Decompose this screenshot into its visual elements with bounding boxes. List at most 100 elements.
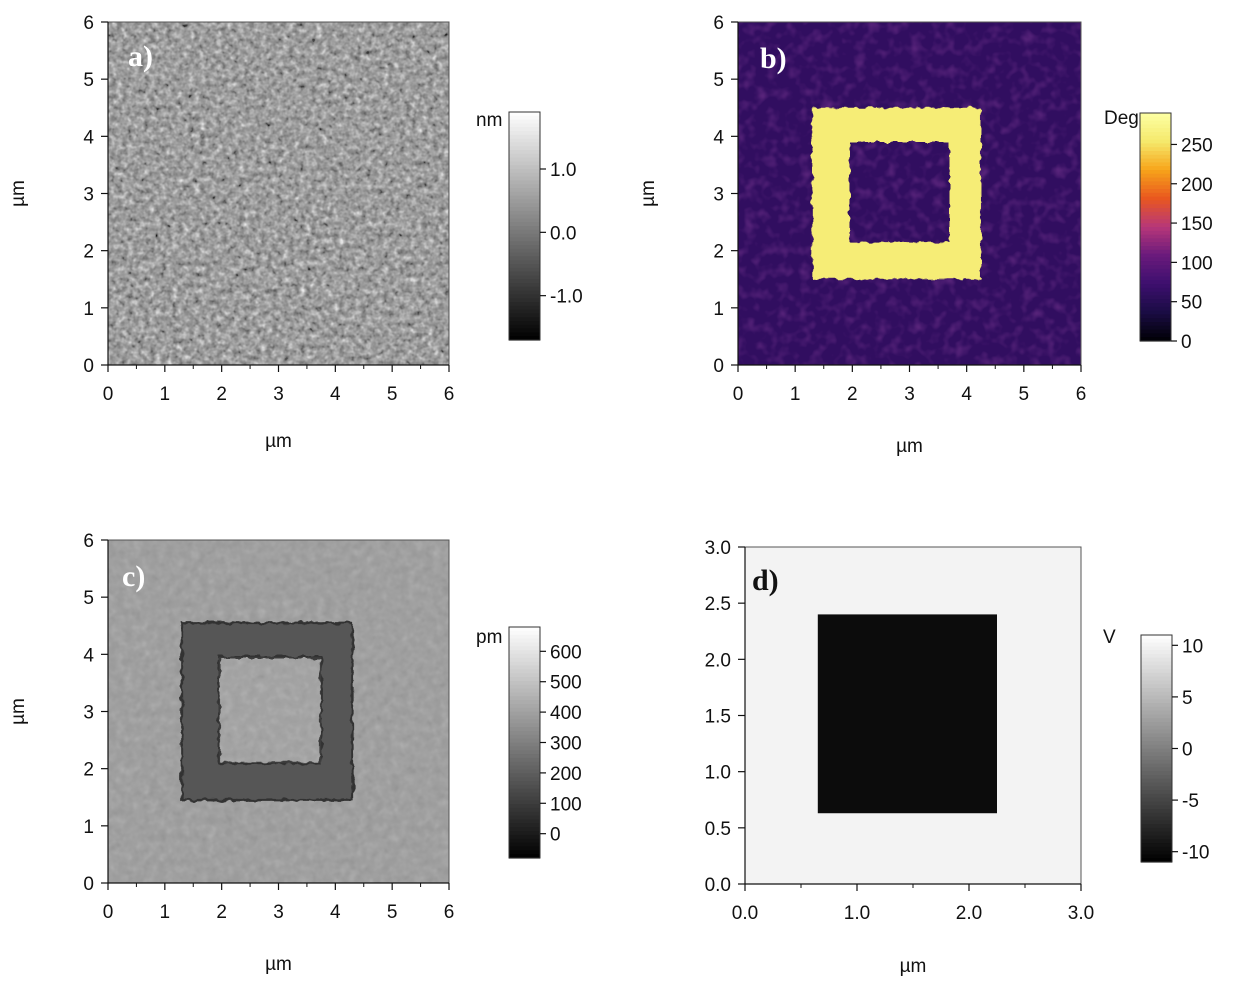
- colorbar-step: [1140, 310, 1171, 315]
- panel-label: b): [760, 42, 787, 75]
- colorbar-step: [509, 711, 540, 717]
- colorbar-step: [1140, 147, 1171, 152]
- colorbar-step: [509, 677, 540, 682]
- colorbar-step: [1141, 827, 1172, 833]
- colorbar-step: [509, 754, 540, 759]
- colorbar-step: [1140, 268, 1171, 274]
- colorbar-step: [509, 256, 540, 261]
- colorbar-step: [1140, 234, 1171, 239]
- colorbar-step: [509, 692, 540, 697]
- colorbar-step: [1141, 691, 1172, 697]
- y-tick-label: 0.0: [705, 875, 731, 896]
- colorbar-step: [509, 684, 540, 690]
- colorbar-step: [1141, 635, 1172, 640]
- colorbar-step: [509, 734, 540, 740]
- colorbar: 1.0 0.0 -1.0 nm: [476, 110, 583, 341]
- colorbar-step: [1141, 850, 1172, 856]
- colorbar-step: [1141, 725, 1172, 731]
- colorbar-step: [509, 267, 540, 273]
- colorbar-step: [1140, 189, 1171, 194]
- colorbar-step: [1141, 661, 1172, 666]
- y-tick-label: 1: [83, 817, 94, 838]
- colorbar-step: [1141, 797, 1172, 803]
- colorbar-step: [1140, 230, 1171, 236]
- colorbar-step: [509, 336, 540, 341]
- colorbar-step: [1140, 173, 1171, 179]
- colorbar-step: [1140, 314, 1171, 319]
- y-tick-label: 0.5: [705, 819, 731, 840]
- y-tick-label: 2.0: [705, 650, 731, 671]
- colorbar-tick-label: 300: [550, 734, 582, 755]
- colorbar-step: [509, 788, 540, 794]
- colorbar-step: [1140, 246, 1171, 251]
- colorbar-step: [509, 142, 540, 147]
- colorbar-step: [1141, 687, 1172, 693]
- panel-label: c): [122, 560, 145, 593]
- colorbar-step: [509, 176, 540, 181]
- x-tick-label: 0: [103, 384, 114, 405]
- colorbar-step: [509, 245, 540, 250]
- colorbar-step: [1141, 846, 1172, 852]
- colorbar-step: [1140, 158, 1171, 163]
- colorbar-tick-label: 10: [1182, 636, 1203, 657]
- colorbar-step: [509, 665, 540, 670]
- x-tick-label: 1: [160, 384, 171, 405]
- colorbar-step: [1141, 695, 1172, 700]
- colorbar-step: [509, 229, 540, 235]
- y-tick-label: 6: [83, 531, 94, 552]
- colorbar-step: [1141, 854, 1172, 859]
- colorbar-step: [509, 653, 540, 659]
- x-tick-label: 6: [444, 902, 455, 923]
- colorbar-step: [1141, 816, 1172, 821]
- x-axis-label: µm: [900, 956, 927, 977]
- colorbar-step: [1140, 196, 1171, 201]
- colorbar-step: [1141, 669, 1172, 674]
- x-tick-label: 3: [273, 902, 284, 923]
- colorbar-tick-label: 0: [1181, 332, 1192, 353]
- colorbar-step: [1141, 790, 1172, 795]
- colorbar-step: [509, 815, 540, 821]
- colorbar-step: [1141, 680, 1172, 685]
- colorbar-step: [509, 769, 540, 774]
- colorbar-step: [509, 807, 540, 813]
- colorbar-step: [1140, 116, 1171, 122]
- heatmap-image: [108, 22, 449, 365]
- colorbar-frame: [1139, 112, 1172, 342]
- colorbar-step: [1141, 831, 1172, 837]
- colorbar-step: [509, 161, 540, 166]
- colorbar-tick-label: 0.0: [550, 223, 576, 244]
- y-tick-label: 4: [713, 127, 724, 148]
- axes: 0 1 2 3 4 5 6 0 1 2 3 4 5 6: [83, 531, 454, 923]
- colorbar-step: [1140, 257, 1171, 262]
- colorbar-step: [1141, 744, 1172, 750]
- colorbar-step: [1141, 759, 1172, 765]
- y-tick-label: 5: [83, 70, 94, 91]
- colorbar-step: [1140, 337, 1171, 342]
- colorbar-step: [509, 248, 540, 254]
- colorbar-step: [509, 294, 540, 299]
- colorbar-step: [1140, 333, 1171, 338]
- y-tick-label: 2: [713, 242, 724, 263]
- poled-square-ring: [812, 107, 981, 280]
- colorbar-step: [509, 800, 540, 805]
- colorbar-step: [509, 746, 540, 751]
- colorbar-step: [509, 646, 540, 651]
- colorbar-step: [1141, 824, 1172, 829]
- colorbar-step: [1140, 295, 1171, 300]
- x-tick-label: 3: [273, 384, 284, 405]
- colorbar: 250 200 150 100 50 0 Deg: [1104, 108, 1213, 353]
- colorbar-step: [1140, 253, 1171, 258]
- colorbar-step: [509, 313, 540, 318]
- colorbar-step: [1141, 706, 1172, 712]
- colorbar-step: [509, 719, 540, 724]
- y-tick-label: 6: [713, 13, 724, 34]
- amplitude-texture: [108, 540, 449, 883]
- colorbar-step: [1140, 291, 1171, 296]
- y-tick-label: 3: [713, 185, 724, 206]
- colorbar-tick-label: 200: [1181, 175, 1213, 196]
- y-tick-label: 3: [83, 703, 94, 724]
- colorbar-step: [509, 150, 540, 155]
- colorbar-step: [509, 112, 540, 117]
- colorbar-tick-label: -5: [1182, 791, 1199, 812]
- colorbar-step: [509, 184, 540, 189]
